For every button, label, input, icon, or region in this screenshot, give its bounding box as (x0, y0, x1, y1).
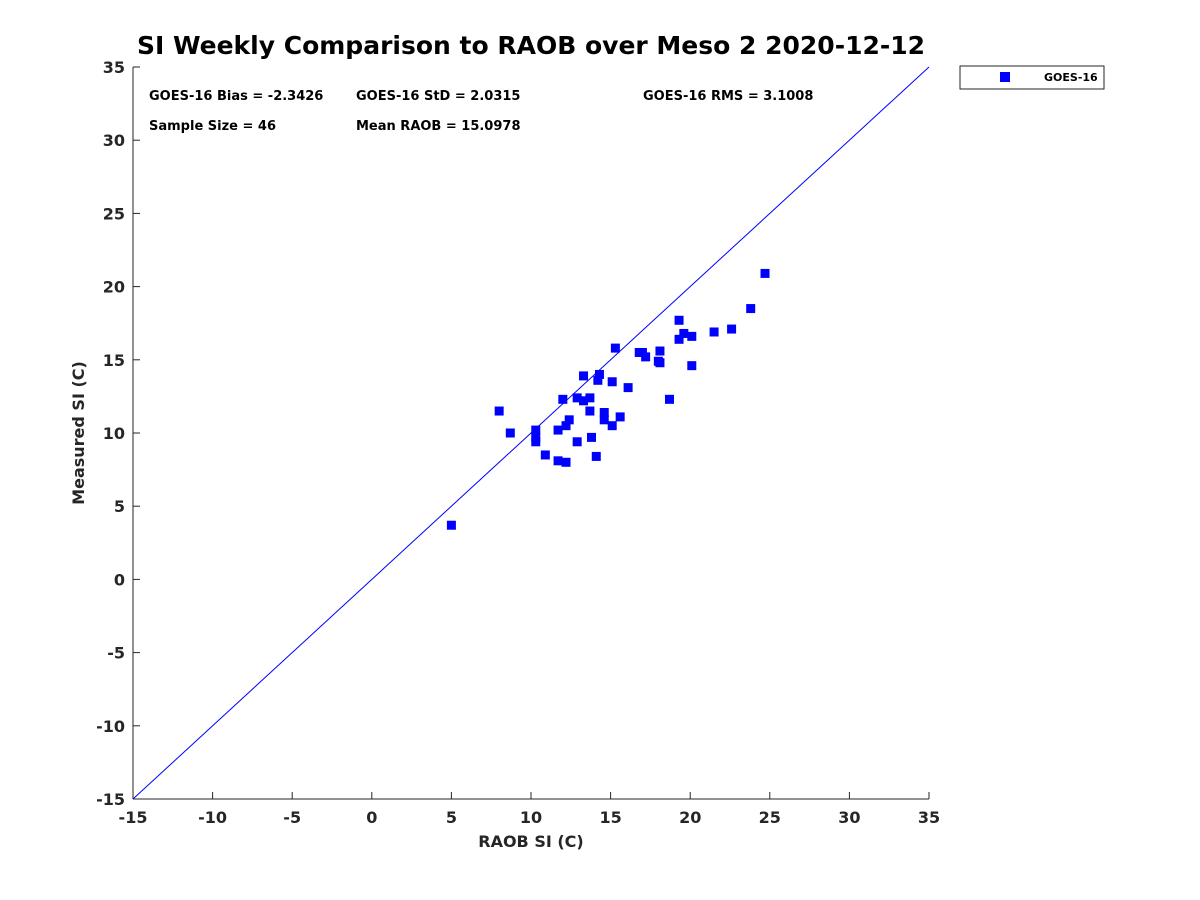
data-point (594, 369, 604, 379)
y-tick-label: 20 (103, 278, 125, 297)
scatter-points (446, 268, 770, 530)
data-point (674, 334, 684, 344)
y-tick-label: 35 (103, 58, 125, 77)
x-tick-label: 30 (838, 808, 860, 827)
data-point (665, 394, 675, 404)
data-point (655, 346, 665, 356)
x-tick-label: 5 (446, 808, 457, 827)
data-point (610, 343, 620, 353)
data-point (593, 375, 603, 385)
x-tick-label: 25 (759, 808, 781, 827)
one-to-one-reference-line (132, 66, 930, 800)
chart-title: SI Weekly Comparison to RAOB over Meso 2… (137, 31, 925, 60)
data-point (586, 432, 596, 442)
x-tick-label: -10 (198, 808, 227, 827)
data-point (687, 361, 697, 371)
axis-ticks: -15 -10 -5 0 5 10 15 20 25 30 35 -15 -10 -5 0 5 10 15 20 25… (96, 58, 940, 827)
data-point (607, 421, 617, 431)
x-tick-label: 0 (366, 808, 377, 827)
data-point (687, 331, 697, 341)
x-tick-label: 15 (599, 808, 621, 827)
data-point (607, 377, 617, 387)
x-tick-label: 10 (520, 808, 542, 827)
data-point (746, 304, 756, 314)
data-point (679, 328, 689, 338)
data-point (505, 428, 515, 438)
y-tick-label: -5 (107, 644, 125, 663)
legend: GOES-16 (959, 65, 1105, 90)
bias-annotation: GOES-16 Bias = -2.3426 (149, 89, 323, 104)
legend-box (959, 65, 1105, 90)
y-tick-label: 25 (103, 204, 125, 223)
y-tick-label: -15 (96, 790, 125, 809)
data-point (561, 421, 571, 431)
sample-size-annotation: Sample Size = 46 (149, 119, 276, 134)
data-point (727, 324, 737, 334)
data-point (585, 406, 595, 416)
x-axis-label: RAOB SI (C) (478, 832, 583, 851)
data-point (641, 352, 651, 362)
y-axis-label: Measured SI (C) (69, 361, 88, 505)
data-point (553, 425, 563, 435)
data-point (579, 371, 589, 381)
data-point (561, 457, 571, 467)
data-point (623, 383, 633, 393)
data-point (674, 315, 684, 325)
data-point (540, 450, 550, 460)
y-tick-label: 5 (114, 497, 125, 516)
data-point (615, 412, 625, 422)
x-tick-label: 35 (918, 808, 940, 827)
data-point (709, 327, 719, 337)
data-point (585, 393, 595, 403)
y-tick-label: 0 (114, 570, 125, 589)
data-point (591, 451, 601, 461)
data-point (564, 415, 574, 425)
stats-annotations: GOES-16 Bias = -2.3426 GOES-16 StD = 2.0… (149, 89, 813, 134)
data-point (599, 415, 609, 425)
y-tick-label: 15 (103, 351, 125, 370)
rms-annotation: GOES-16 RMS = 3.1008 (643, 89, 813, 104)
data-point (531, 437, 541, 447)
data-point (599, 408, 609, 418)
data-point (572, 393, 582, 403)
mean-raob-annotation: Mean RAOB = 15.0978 (356, 119, 521, 134)
data-point (446, 520, 456, 530)
legend-label-goes16: GOES-16 (1044, 71, 1098, 84)
y-tick-label: -10 (96, 717, 125, 736)
data-point (572, 437, 582, 447)
x-tick-label: -15 (119, 808, 148, 827)
data-point (494, 406, 504, 416)
y-tick-label: 30 (103, 131, 125, 150)
legend-marker-square (1000, 72, 1010, 82)
x-tick-label: 20 (679, 808, 701, 827)
plot-area: -15 -10 -5 0 5 10 15 20 25 30 35 -15 -10 -5 0 5 10 15 20 25… (96, 58, 940, 827)
data-point (655, 358, 665, 368)
data-point (553, 456, 563, 466)
data-point (760, 268, 770, 278)
y-tick-label: 10 (103, 424, 125, 443)
data-point (558, 394, 568, 404)
data-point (579, 396, 589, 406)
std-annotation: GOES-16 StD = 2.0315 (356, 89, 520, 104)
x-tick-label: -5 (283, 808, 301, 827)
data-point (531, 425, 541, 435)
